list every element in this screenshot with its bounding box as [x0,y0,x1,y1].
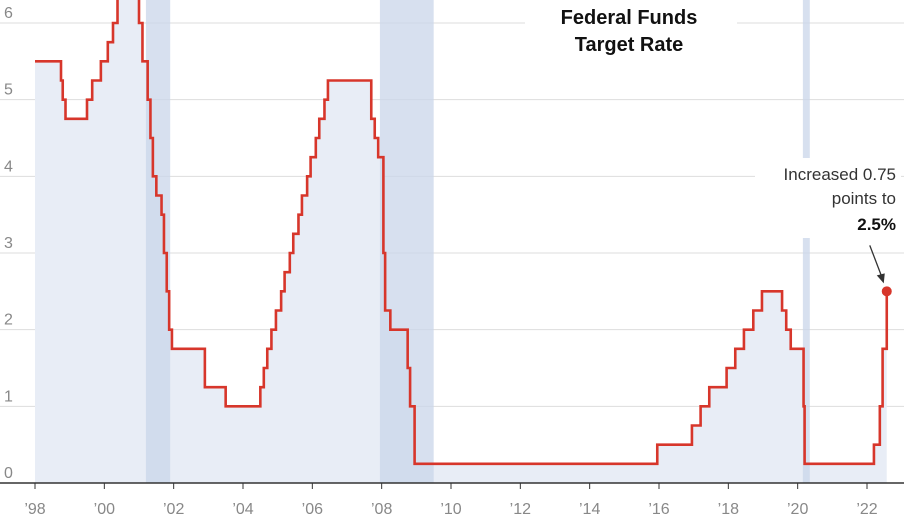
annotation-line-2: points to [832,189,896,208]
y-tick-label-6: 6 [4,5,13,22]
x-tick-label-2018: ’18 [718,501,739,518]
x-tick-label-2014: ’14 [579,501,600,518]
x-tick-label-2006: ’06 [302,501,323,518]
recession-band-3 [802,0,810,483]
annotation-line-1: Increased 0.75 [784,165,896,184]
recession-band-1 [145,0,171,483]
x-tick-label-2012: ’12 [510,501,531,518]
x-tick-label-2004: ’04 [232,501,253,518]
y-tick-label-5: 5 [4,82,13,99]
y-tick-label-1: 1 [4,388,13,405]
chart-title-line-2: Target Rate [575,34,684,56]
x-tick-label-2010: ’10 [440,501,461,518]
y-tick-label-3: 3 [4,235,13,252]
x-tick-labels: ’98 ’00 ’02 ’04 ’06 ’08 ’10 ’12 ’14 ’16 ’18 ’20 ’22 [24,501,877,518]
annotation-point-marker [881,286,892,297]
x-axis [0,482,904,489]
annotation: Increased 0.75 points to 2.5% [755,158,901,238]
rate-series [35,0,889,466]
x-tick-label-2008: ’08 [371,501,392,518]
x-tick-label-2002: ’02 [163,501,184,518]
y-tick-label-2: 2 [4,312,13,329]
y-tick-label-4: 4 [4,158,13,175]
x-tick-label-2020: ’20 [787,501,808,518]
x-tick-label-2016: ’16 [648,501,669,518]
annotation-arrow-shaft [869,245,884,280]
rate-step-line [35,0,889,466]
x-tick-label-1998: ’98 [24,501,45,518]
annotation-value: 2.5% [857,215,896,234]
x-tick-label-2000: ’00 [94,501,115,518]
chart-title-line-1: Federal Funds [561,7,698,29]
recession-band-2 [379,0,434,483]
y-tick-labels: 0 1 2 3 4 5 6 [4,5,13,482]
annotation-arrow-head [876,273,885,284]
area-fill [35,0,887,483]
area-under-rate [35,0,887,483]
annotation-arrow [869,245,892,297]
chart-title: Federal Funds Target Rate [525,0,737,64]
x-tick-label-2022: ’22 [856,501,877,518]
y-tick-label-0: 0 [4,465,13,482]
recession-bands [145,0,810,483]
